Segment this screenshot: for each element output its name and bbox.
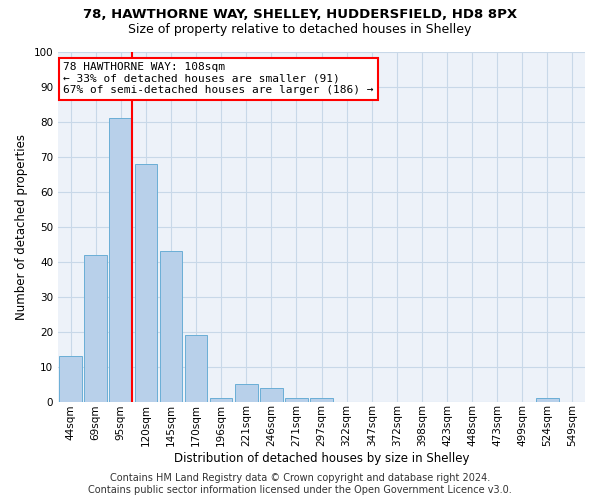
Bar	[134, 164, 157, 402]
Bar	[85, 254, 107, 402]
Bar	[285, 398, 308, 402]
Bar	[310, 398, 333, 402]
Bar	[235, 384, 257, 402]
Text: Size of property relative to detached houses in Shelley: Size of property relative to detached ho…	[128, 22, 472, 36]
Bar	[185, 335, 208, 402]
Bar	[536, 398, 559, 402]
Bar	[160, 251, 182, 402]
Bar	[260, 388, 283, 402]
Bar	[109, 118, 132, 402]
Y-axis label: Number of detached properties: Number of detached properties	[15, 134, 28, 320]
Bar	[210, 398, 232, 402]
Text: 78 HAWTHORNE WAY: 108sqm
← 33% of detached houses are smaller (91)
67% of semi-d: 78 HAWTHORNE WAY: 108sqm ← 33% of detach…	[64, 62, 374, 95]
X-axis label: Distribution of detached houses by size in Shelley: Distribution of detached houses by size …	[174, 452, 469, 465]
Bar	[59, 356, 82, 402]
Text: 78, HAWTHORNE WAY, SHELLEY, HUDDERSFIELD, HD8 8PX: 78, HAWTHORNE WAY, SHELLEY, HUDDERSFIELD…	[83, 8, 517, 20]
Text: Contains HM Land Registry data © Crown copyright and database right 2024.
Contai: Contains HM Land Registry data © Crown c…	[88, 474, 512, 495]
